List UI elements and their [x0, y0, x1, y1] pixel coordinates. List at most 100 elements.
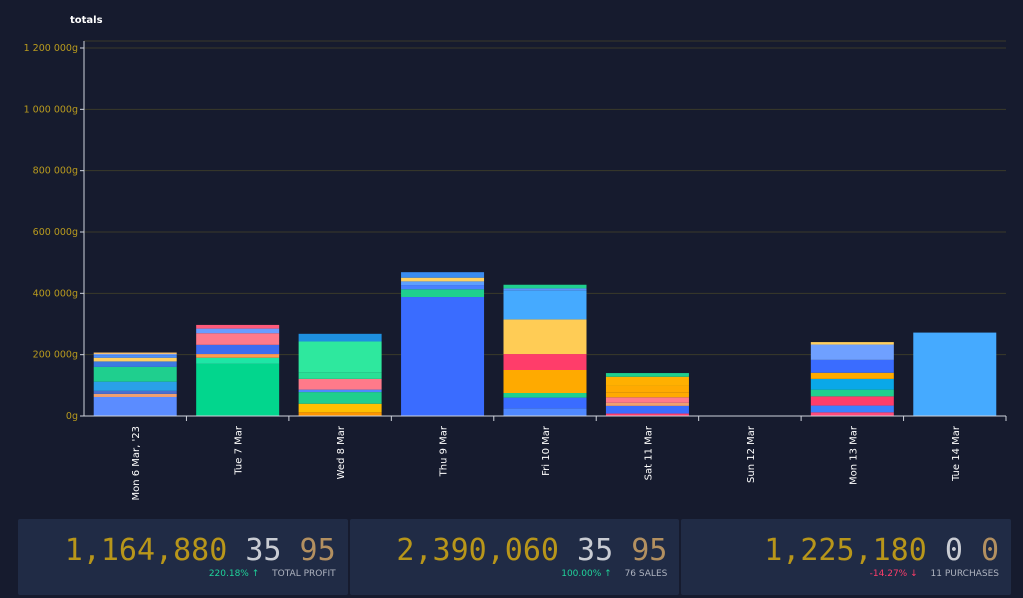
bar-segment[interactable]	[298, 412, 382, 416]
bar-segment[interactable]	[298, 392, 382, 404]
y-tick-label: 400 000g	[33, 288, 78, 299]
x-tick-label: Fri 10 Mar	[541, 425, 552, 476]
stat-card-purchases: 1,225,180 0 0 -14.27% ↓ 11 PURCHASES	[681, 519, 1012, 595]
stat-end-value: 95	[631, 533, 668, 568]
bar-segment[interactable]	[605, 405, 689, 414]
bar-segment[interactable]	[605, 385, 689, 393]
bar-segment[interactable]	[196, 344, 280, 355]
arrow-up-icon: ↑	[604, 569, 612, 579]
bar-segment[interactable]	[503, 370, 587, 393]
x-tick-label: Sun 12 Mar	[746, 425, 757, 483]
bar-segment[interactable]	[503, 290, 587, 320]
stat-card-sales: 2,390,060 35 95 100.00% ↑ 76 SALES	[349, 519, 680, 595]
x-tick-label: Tue 7 Mar	[234, 425, 245, 476]
bar-segment[interactable]	[810, 359, 894, 373]
bar-segment[interactable]	[503, 397, 587, 409]
stat-footer: 220.18% ↑ TOTAL PROFIT	[209, 569, 336, 579]
stat-footer: -14.27% ↓ 11 PURCHASES	[870, 569, 999, 579]
bar-segment[interactable]	[196, 357, 280, 364]
bar-segment[interactable]	[503, 354, 587, 370]
x-tick-label: Mon 13 Mar	[848, 425, 859, 485]
bar-segment[interactable]	[605, 402, 689, 406]
x-tick-label: Tue 14 Mar	[951, 425, 962, 482]
bar-segment[interactable]	[503, 393, 587, 398]
bar-segment[interactable]	[196, 363, 280, 416]
stat-percent: -14.27%	[869, 569, 908, 579]
bar-segment[interactable]	[605, 392, 689, 398]
bar-segment[interactable]	[605, 413, 689, 416]
x-tick-label: Thu 9 Mar	[439, 425, 450, 477]
stat-label: 76 SALES	[624, 569, 668, 579]
stat-main-value: 1,164,880	[64, 533, 228, 568]
arrow-down-icon: ↓	[910, 569, 918, 579]
bar-segment[interactable]	[401, 277, 485, 282]
stat-mid-value: 35	[245, 533, 282, 568]
bar-segment[interactable]	[810, 405, 894, 413]
y-tick-label: 600 000g	[33, 227, 78, 238]
x-tick-label: Mon 6 Mar, '23	[131, 426, 142, 501]
x-tick-label: Wed 8 Mar	[336, 425, 347, 479]
bar-segment[interactable]	[401, 281, 485, 286]
bar-segment[interactable]	[93, 390, 177, 394]
bar-segment[interactable]	[810, 378, 894, 390]
bar-segment[interactable]	[93, 354, 177, 356]
bar-segment[interactable]	[913, 332, 997, 416]
y-tick-label: 200 000g	[33, 350, 78, 361]
bar-segment[interactable]	[810, 372, 894, 379]
bar-segment[interactable]	[196, 354, 280, 358]
bar-segment[interactable]	[298, 403, 382, 413]
bar-segment[interactable]	[503, 408, 587, 416]
stat-footer: 100.00% ↑ 76 SALES	[561, 569, 667, 579]
bar-segment[interactable]	[810, 344, 894, 360]
stats-panel: 1,164,880 35 95 220.18% ↑ TOTAL PROFIT 2…	[18, 519, 1012, 595]
stat-main-value: 1,225,180	[764, 533, 927, 568]
y-tick-label: 1 200 000g	[24, 43, 78, 54]
bar-segment[interactable]	[93, 366, 177, 382]
bar-segment[interactable]	[605, 376, 689, 386]
bar-segment[interactable]	[401, 285, 485, 290]
stat-mid-value: 0	[944, 533, 963, 568]
bar-segment[interactable]	[93, 361, 177, 367]
bar-segment[interactable]	[298, 389, 382, 393]
stat-value: 1,164,880 35 95	[65, 533, 336, 568]
bar-segment[interactable]	[196, 333, 280, 345]
bar-segment[interactable]	[503, 288, 587, 291]
bar-segment[interactable]	[298, 333, 382, 342]
bar-segment[interactable]	[810, 396, 894, 406]
bar-segment[interactable]	[503, 284, 587, 289]
chart-title: totals	[70, 15, 103, 26]
bar-segment[interactable]	[298, 341, 382, 373]
bar-segment[interactable]	[93, 352, 177, 355]
x-tick-label: Sat 11 Mar	[643, 425, 654, 480]
stat-end-value: 95	[299, 533, 336, 568]
bar-segment[interactable]	[93, 381, 177, 391]
stat-value: 2,390,060 35 95	[396, 533, 667, 568]
bar-segment[interactable]	[401, 289, 485, 298]
stat-label: TOTAL PROFIT	[272, 569, 336, 579]
bar-segment[interactable]	[401, 272, 485, 278]
stat-value: 1,225,180 0 0	[764, 533, 999, 568]
y-tick-label: 800 000g	[33, 166, 78, 177]
stat-main-value: 2,390,060	[396, 533, 559, 568]
bar-segment[interactable]	[810, 342, 894, 345]
bar-segment[interactable]	[298, 372, 382, 379]
stat-label: 11 PURCHASES	[930, 569, 1000, 579]
bar-segment[interactable]	[93, 393, 177, 397]
bar-segment[interactable]	[196, 328, 280, 334]
bar-segment[interactable]	[810, 412, 894, 416]
bar-segment[interactable]	[401, 297, 485, 416]
stat-percent: 100.00%	[561, 569, 602, 579]
stat-end-value: 0	[980, 533, 1000, 568]
stacked-bar-chart: 0g 200 000g 400 000g 600 000g 800 000g 1 000 …	[24, 40, 1007, 501]
bar-segment[interactable]	[810, 389, 894, 397]
bar-segment[interactable]	[196, 324, 280, 329]
bar-segment[interactable]	[93, 396, 177, 416]
bar-segment[interactable]	[93, 355, 177, 358]
bar-segment[interactable]	[298, 378, 382, 390]
bar-segment[interactable]	[93, 357, 177, 362]
bar-segment[interactable]	[503, 319, 587, 355]
arrow-up-icon: ↑	[251, 569, 260, 579]
bar-segment[interactable]	[605, 373, 689, 377]
bar-segment[interactable]	[605, 397, 689, 403]
y-tick-label: 0g	[66, 411, 78, 422]
